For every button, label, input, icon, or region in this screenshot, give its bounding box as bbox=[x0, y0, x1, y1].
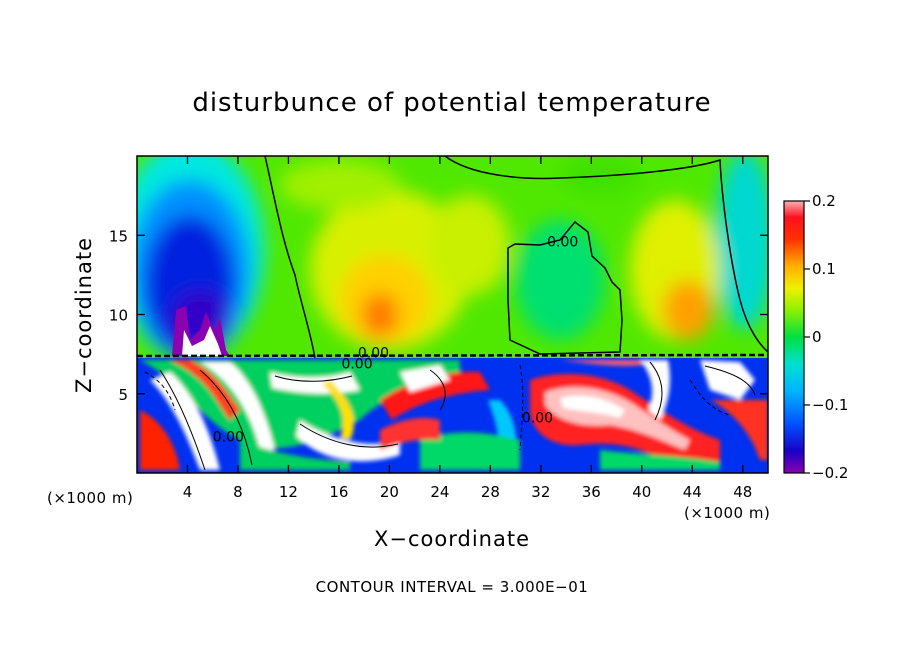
colorbar-tick-label: −0.1 bbox=[812, 396, 848, 414]
x-tick-label: 44 bbox=[683, 483, 702, 501]
x-tick-label: 4 bbox=[183, 483, 193, 501]
colorbar-gradient bbox=[783, 200, 805, 474]
x-tick-label: 16 bbox=[329, 483, 348, 501]
contour-label: 0.00 bbox=[341, 356, 372, 372]
x-tick-label: 40 bbox=[632, 483, 651, 501]
contour-labels: 0.000.000.000.000.00 bbox=[213, 234, 579, 445]
y-axis-title: Z−coordinate bbox=[72, 237, 96, 393]
y-axis: 5 10 15 bbox=[109, 227, 768, 404]
colorbar-tick-label: 0.1 bbox=[812, 260, 836, 278]
x-tick-label: 24 bbox=[430, 483, 449, 501]
contour-label: 0.00 bbox=[213, 429, 244, 445]
chart-title: disturbunce of potential temperature bbox=[192, 88, 711, 118]
x-tick-label: 28 bbox=[481, 483, 500, 501]
x-axis-title: X−coordinate bbox=[374, 527, 530, 551]
contour-label: 0.00 bbox=[522, 410, 553, 426]
colorbar-tick-label: 0 bbox=[812, 328, 822, 346]
y-tick-label: 5 bbox=[118, 386, 128, 404]
colorbar-tick-label: −0.2 bbox=[812, 464, 848, 482]
contour-interval-note: CONTOUR INTERVAL = 3.000E−01 bbox=[316, 578, 589, 596]
x-tick-label: 32 bbox=[531, 483, 550, 501]
contour-label: 0.00 bbox=[358, 345, 389, 361]
colorbar-ticks: 0.2 0.1 0 −0.1 −0.2 bbox=[804, 192, 848, 482]
x-tick-label: 36 bbox=[582, 483, 601, 501]
contour-label: 0.00 bbox=[547, 234, 578, 250]
colorbar: 0.2 0.1 0 −0.1 −0.2 bbox=[783, 192, 848, 482]
x-tick-label: 48 bbox=[733, 483, 752, 501]
x-axis: 4 8 12 16 20 24 28 32 36 40 44 48 bbox=[183, 156, 752, 501]
x-unit-label-left: (×1000 m) bbox=[47, 489, 133, 507]
colorbar-tick-label: 0.2 bbox=[812, 192, 836, 210]
x-tick-label: 12 bbox=[279, 483, 298, 501]
y-tick-label: 15 bbox=[109, 227, 128, 245]
upper-field bbox=[137, 156, 768, 361]
x-unit-label-right: (×1000 m) bbox=[684, 504, 770, 522]
x-tick-label: 8 bbox=[233, 483, 243, 501]
x-tick-label: 20 bbox=[380, 483, 399, 501]
lower-field bbox=[137, 358, 768, 473]
plot-area: 0.000.000.000.000.00 bbox=[137, 156, 768, 473]
y-tick-label: 10 bbox=[109, 307, 128, 325]
